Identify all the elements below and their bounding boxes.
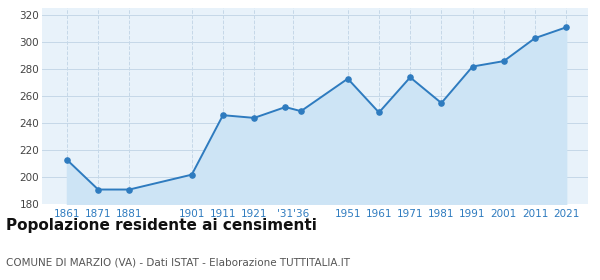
Point <box>218 113 228 117</box>
Point <box>343 76 353 81</box>
Point <box>250 116 259 120</box>
Point <box>62 158 72 162</box>
Point <box>94 187 103 192</box>
Point <box>499 59 509 63</box>
Text: COMUNE DI MARZIO (VA) - Dati ISTAT - Elaborazione TUTTITALIA.IT: COMUNE DI MARZIO (VA) - Dati ISTAT - Ela… <box>6 258 350 268</box>
Point <box>530 36 540 40</box>
Point <box>468 64 478 69</box>
Point <box>406 75 415 80</box>
Point <box>281 105 290 109</box>
Text: Popolazione residente ai censimenti: Popolazione residente ai censimenti <box>6 218 317 234</box>
Point <box>187 172 197 177</box>
Point <box>125 187 134 192</box>
Point <box>374 110 384 115</box>
Point <box>437 101 446 105</box>
Point <box>296 109 306 113</box>
Point <box>562 25 571 30</box>
